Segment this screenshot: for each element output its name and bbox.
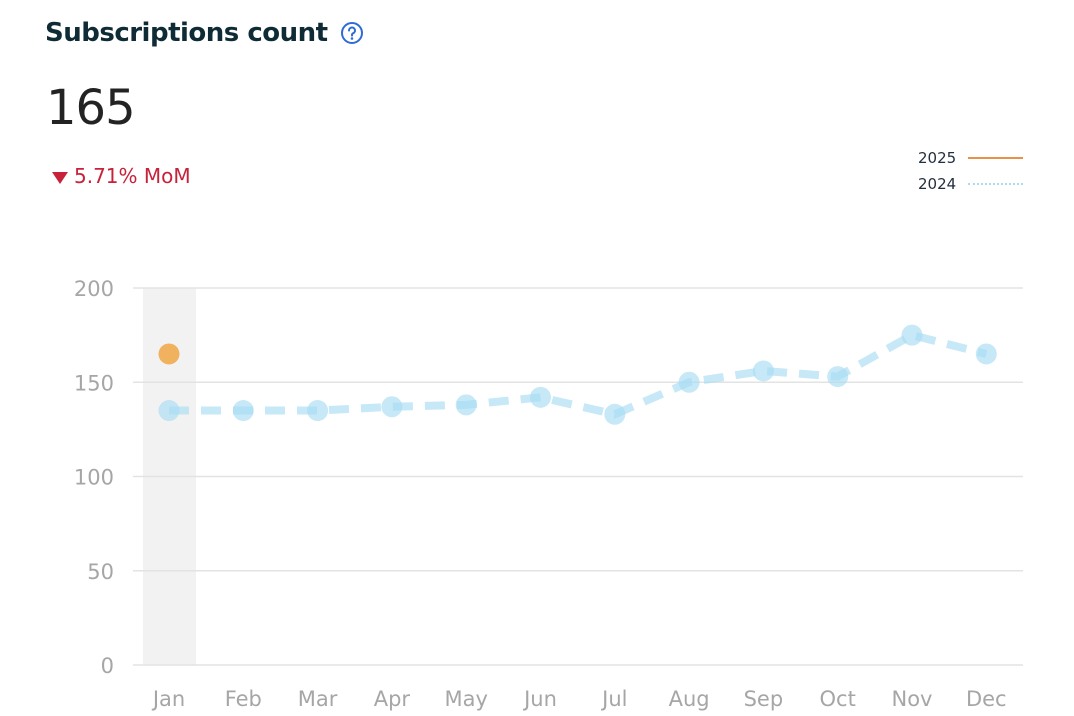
title-row: Subscriptions count bbox=[45, 18, 364, 48]
data-point-2024 bbox=[678, 371, 700, 393]
kpi-value: 165 bbox=[46, 80, 136, 136]
y-tick-label: 200 bbox=[74, 277, 114, 301]
x-tick-label: Mar bbox=[298, 687, 338, 711]
x-tick-label: Apr bbox=[374, 687, 411, 711]
data-point-2024 bbox=[307, 400, 329, 422]
x-tick-label: Oct bbox=[820, 687, 856, 711]
x-tick-label: May bbox=[444, 687, 487, 711]
data-point-2024 bbox=[232, 400, 254, 422]
legend-item-2024[interactable]: 2024 bbox=[918, 171, 1023, 197]
question-circle-icon[interactable] bbox=[340, 21, 364, 45]
x-tick-label: Sep bbox=[744, 687, 784, 711]
x-tick-label: Jan bbox=[151, 687, 185, 711]
x-tick-label: Aug bbox=[669, 687, 710, 711]
data-point-2024 bbox=[604, 403, 626, 425]
data-point-2024 bbox=[827, 366, 849, 388]
data-point-2024 bbox=[975, 343, 997, 365]
legend-swatch-solid bbox=[968, 157, 1023, 159]
x-tick-label: Feb bbox=[225, 687, 262, 711]
widget-title: Subscriptions count bbox=[45, 18, 328, 48]
y-tick-label: 150 bbox=[74, 371, 114, 395]
data-point-2024 bbox=[455, 394, 477, 416]
data-point-2024 bbox=[901, 324, 923, 346]
data-point-2024 bbox=[752, 360, 774, 382]
legend-item-2025[interactable]: 2025 bbox=[918, 145, 1023, 171]
data-point-2024 bbox=[381, 396, 403, 418]
data-point-2025 bbox=[158, 343, 180, 365]
delta-indicator: 5.71% MoM bbox=[52, 164, 191, 188]
x-tick-label: Jul bbox=[600, 687, 627, 711]
x-tick-label: Dec bbox=[966, 687, 1007, 711]
data-point-2024 bbox=[530, 386, 551, 408]
delta-text: 5.71% MoM bbox=[74, 164, 191, 188]
y-tick-label: 50 bbox=[87, 560, 114, 584]
legend-label: 2024 bbox=[918, 175, 957, 193]
y-tick-label: 100 bbox=[74, 466, 114, 490]
x-tick-label: Nov bbox=[892, 687, 933, 711]
x-tick-label: Jun bbox=[522, 687, 557, 711]
triangle-down-icon bbox=[52, 171, 68, 184]
legend-label: 2025 bbox=[918, 149, 957, 167]
data-point-2024 bbox=[158, 400, 180, 422]
chart-legend: 2025 2024 bbox=[918, 145, 1023, 197]
legend-swatch-dotted bbox=[968, 183, 1023, 185]
series-line-2024 bbox=[169, 330, 988, 419]
y-tick-label: 0 bbox=[101, 654, 114, 678]
